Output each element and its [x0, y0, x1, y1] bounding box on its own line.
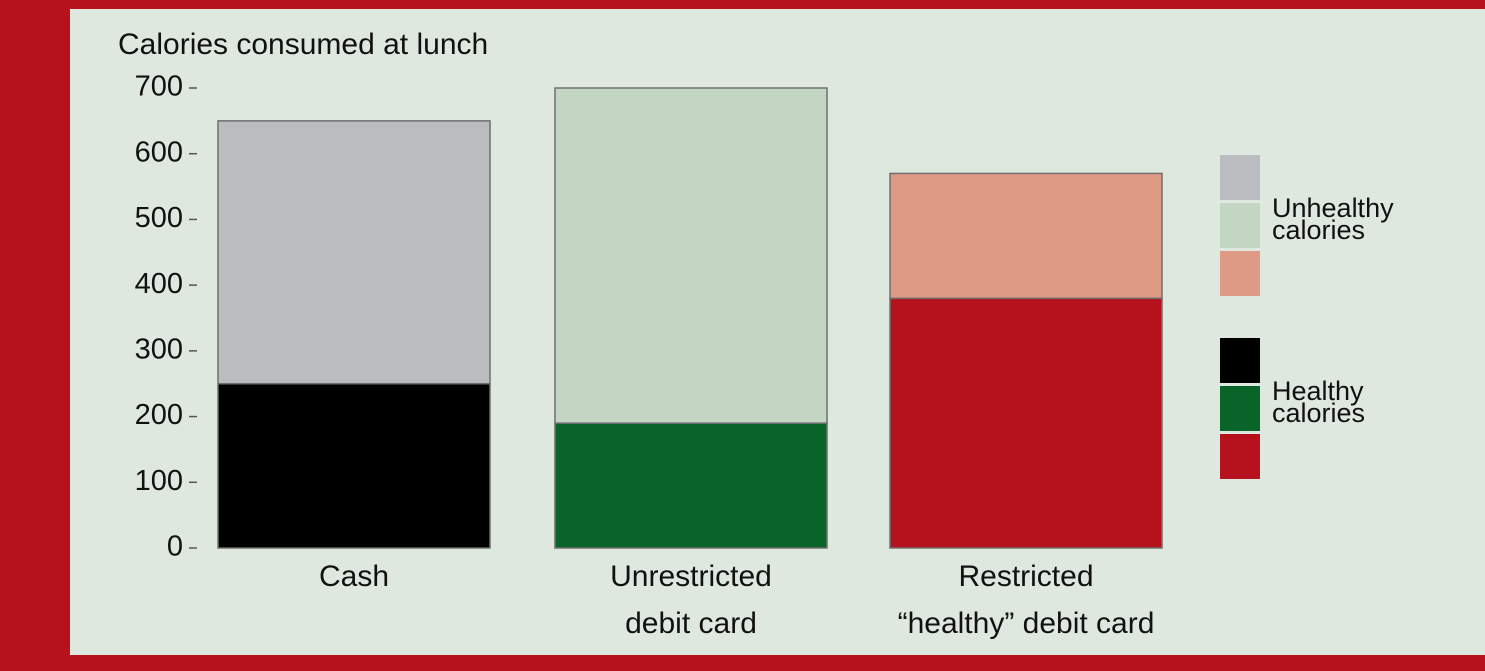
- y-tick-label: 300: [135, 334, 183, 366]
- bar-segment: [217, 382, 491, 549]
- x-tick-label: “healthy” debit card: [898, 607, 1155, 640]
- legend-swatch: [1220, 386, 1260, 431]
- y-tick-label: 600: [135, 136, 183, 168]
- legend-swatch: [1220, 155, 1260, 200]
- legend-swatch: [1220, 251, 1260, 296]
- bar-segment: [889, 297, 1163, 549]
- legend-label: Healthy calories: [1272, 376, 1366, 428]
- legend-label: Unhealthy calories: [1272, 193, 1394, 245]
- bar-segment: [889, 172, 1163, 300]
- x-tick-label: Unrestricted: [610, 560, 772, 593]
- y-tick-label: 0: [167, 531, 183, 563]
- x-tick-label: debit card: [625, 607, 757, 640]
- y-tick-label: 200: [135, 399, 183, 431]
- legend-swatch: [1220, 434, 1260, 479]
- bar-segment: [217, 120, 491, 385]
- y-tick-label: 500: [135, 202, 183, 234]
- y-tick-label: 400: [135, 268, 183, 300]
- legend-swatch: [1220, 203, 1260, 248]
- y-tick-label: 100: [135, 465, 183, 497]
- x-tick-label: Cash: [319, 560, 389, 593]
- chart-title: Calories consumed at lunch: [118, 28, 488, 61]
- legend-swatch: [1220, 338, 1260, 383]
- y-tick-label: 700: [135, 71, 183, 103]
- bar-segment: [554, 87, 828, 424]
- bar-segment: [554, 422, 828, 549]
- x-tick-label: Restricted: [958, 560, 1093, 593]
